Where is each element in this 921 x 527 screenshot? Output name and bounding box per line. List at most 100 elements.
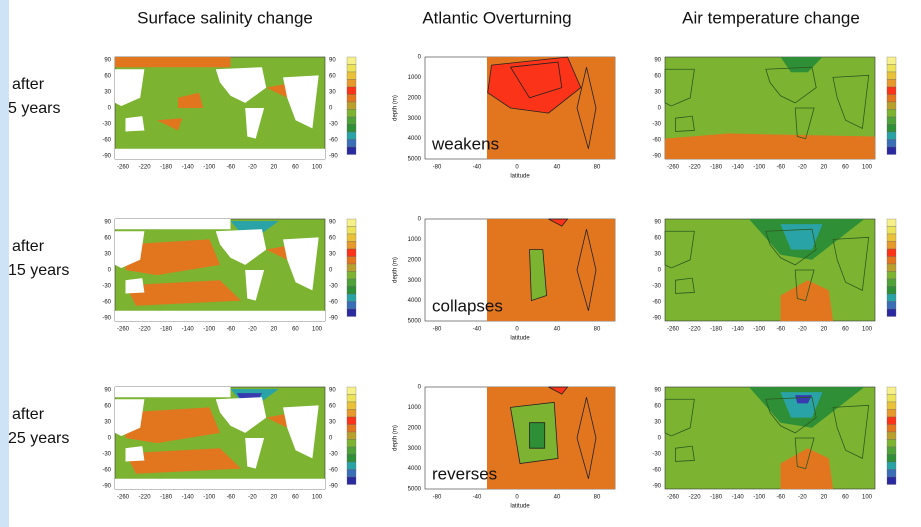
y-tick-label: -30 bbox=[102, 122, 111, 128]
x-tick-label: -20 bbox=[798, 165, 807, 171]
colorbar-swatch bbox=[346, 394, 357, 403]
colorbar-swatch bbox=[886, 286, 897, 295]
axis-title: depth (m) bbox=[393, 95, 399, 121]
x-tick-label: -180 bbox=[710, 495, 723, 501]
continent-outline bbox=[664, 68, 695, 107]
continent bbox=[125, 278, 145, 294]
x-tick-label: -60 bbox=[226, 165, 235, 171]
x-tick-label: 40 bbox=[554, 165, 561, 171]
contour bbox=[509, 61, 563, 99]
overturning-cell bbox=[529, 422, 546, 449]
x-tick-label: -60 bbox=[226, 327, 235, 333]
y-tick-label: -30 bbox=[329, 284, 338, 290]
y-tick-label: -90 bbox=[329, 316, 338, 322]
y-tick-label: 0 bbox=[658, 106, 662, 112]
y-tick-label: -30 bbox=[652, 452, 661, 458]
temperature-patch bbox=[665, 133, 875, 159]
continent bbox=[283, 405, 319, 459]
y-tick-label: 90 bbox=[329, 220, 336, 226]
y-tick-label: 60 bbox=[104, 236, 111, 242]
y-tick-label: 5000 bbox=[408, 319, 422, 325]
salinity-patch bbox=[125, 280, 241, 306]
y-tick-label: -90 bbox=[102, 316, 111, 322]
x-tick-label: 40 bbox=[554, 327, 561, 333]
continent bbox=[115, 478, 325, 489]
y-tick-label: 90 bbox=[654, 388, 661, 394]
x-tick-label: 0 bbox=[515, 327, 519, 333]
colorbar-swatch bbox=[886, 71, 897, 80]
continent-outline bbox=[675, 277, 695, 294]
y-tick-label: -30 bbox=[102, 452, 111, 458]
x-tick-label: -80 bbox=[433, 165, 442, 171]
y-tick-label: 90 bbox=[104, 388, 111, 394]
y-tick-label: -30 bbox=[329, 452, 338, 458]
continent bbox=[215, 67, 267, 103]
y-tick-label: 5000 bbox=[408, 157, 422, 163]
y-tick-label: -90 bbox=[102, 154, 111, 160]
x-tick-label: -40 bbox=[473, 327, 482, 333]
continent bbox=[245, 270, 265, 301]
x-tick-label: -220 bbox=[139, 495, 152, 501]
continent-outline bbox=[794, 107, 815, 140]
colorbar-swatch bbox=[346, 431, 357, 440]
x-tick-label: -220 bbox=[689, 495, 702, 501]
y-tick-label: -60 bbox=[329, 138, 338, 144]
x-tick-label: -180 bbox=[160, 165, 173, 171]
colorbar-swatch bbox=[346, 94, 357, 103]
colorbar-swatch bbox=[886, 218, 897, 227]
x-tick-label: -140 bbox=[182, 165, 195, 171]
x-tick-label: 0 bbox=[515, 495, 519, 501]
y-tick-label: 1000 bbox=[408, 237, 422, 243]
x-tick-label: 60 bbox=[292, 495, 299, 501]
colorbar-swatch bbox=[886, 301, 897, 310]
colorbar-swatch bbox=[886, 401, 897, 410]
overturning-cell bbox=[529, 249, 548, 302]
column-title: Air temperature change bbox=[682, 8, 860, 27]
salinity-patch bbox=[115, 219, 231, 230]
continent bbox=[283, 75, 319, 129]
colorbar-swatch bbox=[886, 424, 897, 433]
x-tick-label: -40 bbox=[473, 495, 482, 501]
x-tick-label: 80 bbox=[594, 165, 601, 171]
y-tick-label: -30 bbox=[102, 284, 111, 290]
colorbar-swatch bbox=[346, 101, 357, 110]
x-tick-label: 20 bbox=[821, 495, 828, 501]
y-tick-label: 60 bbox=[654, 404, 661, 410]
contour bbox=[576, 67, 597, 149]
x-tick-label: -260 bbox=[667, 165, 680, 171]
continent-outline bbox=[675, 115, 695, 132]
x-tick-label: 60 bbox=[292, 327, 299, 333]
y-tick-label: -60 bbox=[652, 468, 661, 474]
colorbar-swatch bbox=[886, 256, 897, 265]
colorbar-swatch bbox=[886, 293, 897, 302]
x-tick-label: -260 bbox=[117, 327, 130, 333]
colorbar-swatch bbox=[346, 256, 357, 265]
axis-title: latitude bbox=[510, 174, 530, 180]
x-tick-label: -20 bbox=[798, 327, 807, 333]
x-tick-label: -80 bbox=[433, 495, 442, 501]
colorbar-swatch bbox=[886, 79, 897, 88]
colorbar-swatch bbox=[886, 469, 897, 478]
y-tick-label: 1000 bbox=[408, 405, 422, 411]
x-tick-label: 60 bbox=[842, 327, 849, 333]
y-tick-label: 0 bbox=[658, 436, 662, 442]
y-tick-label: 30 bbox=[654, 252, 661, 258]
y-tick-label: 0 bbox=[108, 106, 112, 112]
y-tick-label: -60 bbox=[102, 300, 111, 306]
section-fill bbox=[487, 219, 615, 321]
y-tick-label: -90 bbox=[652, 316, 661, 322]
y-tick-label: 60 bbox=[104, 404, 111, 410]
x-tick-label: 20 bbox=[271, 495, 278, 501]
colorbar-swatch bbox=[346, 416, 357, 425]
y-tick-label: 0 bbox=[108, 436, 112, 442]
y-tick-label: -90 bbox=[652, 154, 661, 160]
continent bbox=[215, 229, 267, 265]
continent bbox=[125, 446, 145, 462]
colorbar-swatch bbox=[886, 109, 897, 118]
y-tick-label: 60 bbox=[654, 74, 661, 80]
axis-title: latitude bbox=[510, 336, 530, 342]
y-tick-label: 90 bbox=[654, 220, 661, 226]
colorbar-swatch bbox=[886, 454, 897, 463]
continent bbox=[215, 397, 267, 433]
